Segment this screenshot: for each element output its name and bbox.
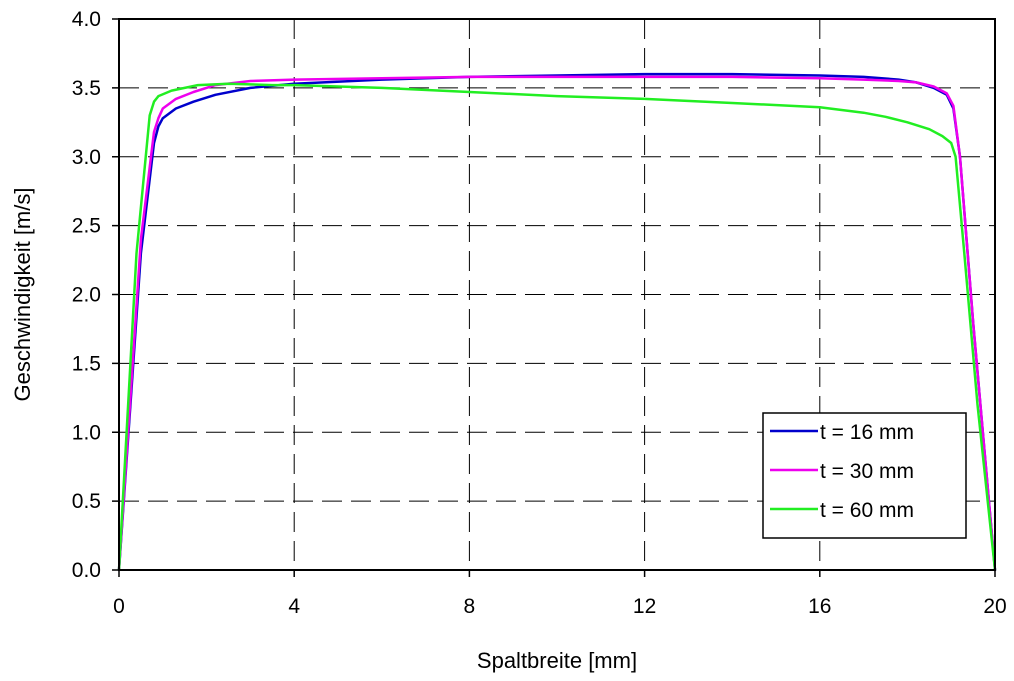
y-tick-label: 4.0: [72, 8, 101, 31]
y-tick-label: 3.5: [72, 77, 101, 100]
y-tick-label: 2.5: [72, 215, 101, 238]
y-tick-label: 1.0: [72, 421, 101, 444]
axis-ticks: 0 4 8 12 16 20 0.0 0.5 1.0 1.5 2.0 2.5 3.0 3.5 4.0: [72, 8, 1007, 618]
legend-label-2: t = 30 mm: [820, 460, 914, 483]
y-tick-label: 3.0: [72, 146, 101, 169]
x-tick-label: 8: [464, 595, 476, 618]
x-tick-label: 20: [983, 595, 1006, 618]
y-axis-title: Geschwindigkeit [m/s]: [10, 188, 35, 402]
legend-label-3: t = 60 mm: [820, 499, 914, 522]
y-tick-label: 0.0: [72, 559, 101, 582]
y-tick-label: 0.5: [72, 490, 101, 513]
y-tick-label: 2.0: [72, 284, 101, 307]
legend-label-1: t = 16 mm: [820, 421, 914, 444]
x-axis-title: Spaltbreite [mm]: [477, 648, 637, 673]
legend-box: [762, 412, 967, 539]
y-tick-label: 1.5: [72, 352, 101, 375]
x-tick-label: 12: [633, 595, 656, 618]
series-line-3: [117, 82, 997, 572]
x-tick-label: 16: [808, 595, 831, 618]
series-line-2: [117, 75, 997, 572]
series-lines: [117, 72, 997, 572]
x-tick-label: 4: [288, 595, 300, 618]
x-tick-label: 0: [113, 595, 125, 618]
legend: t = 16 mm t = 30 mm t = 60 mm: [762, 412, 967, 539]
